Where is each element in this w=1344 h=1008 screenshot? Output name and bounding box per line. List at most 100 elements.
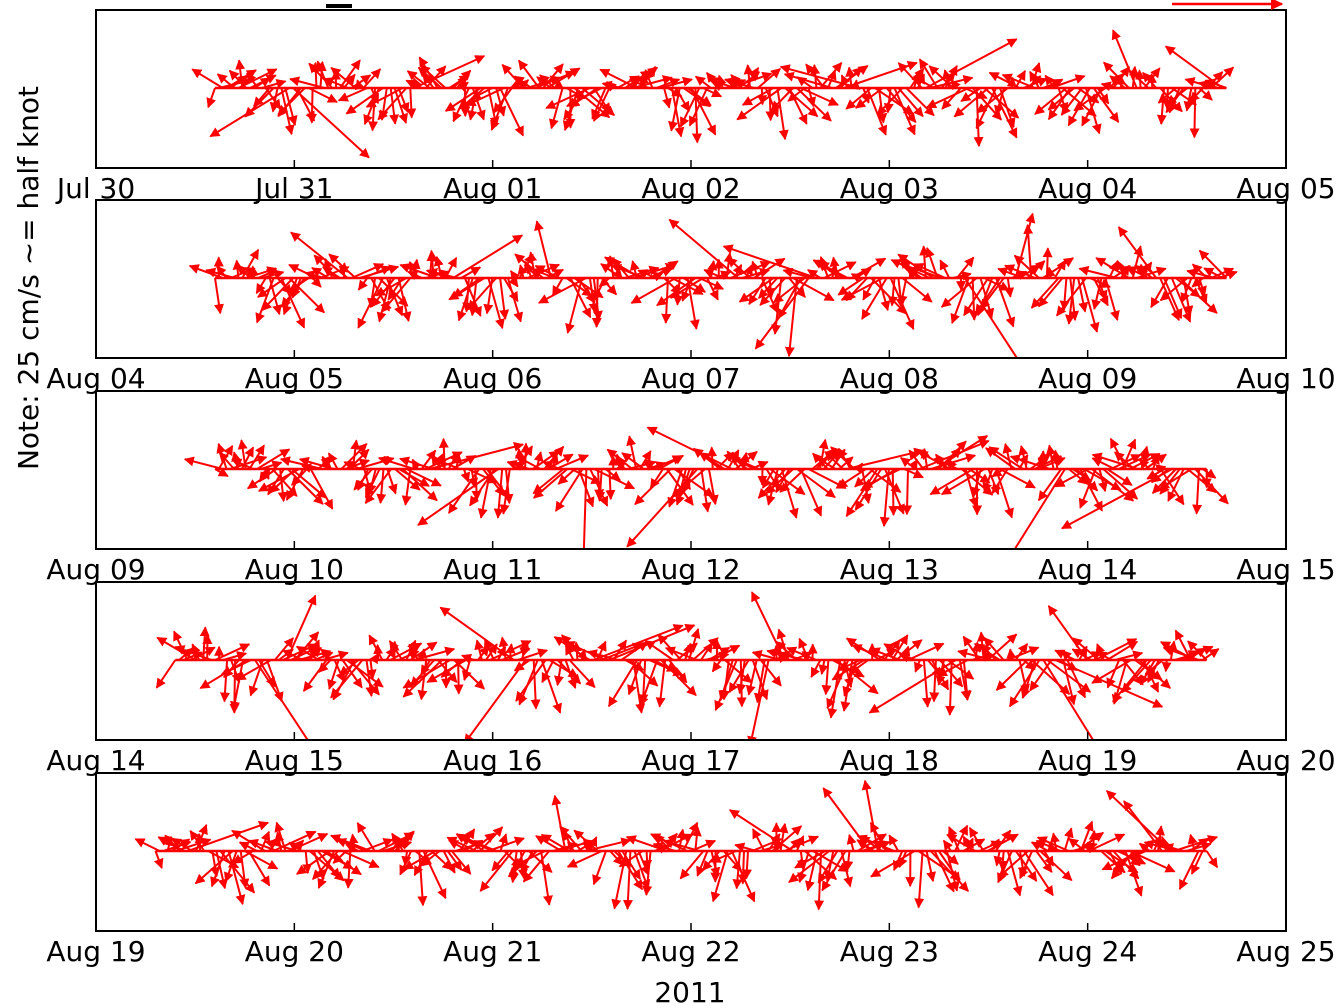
quiver-arrow xyxy=(257,269,278,279)
quiver-arrow xyxy=(991,468,1009,495)
quiver-arrow xyxy=(391,832,404,852)
quiver-arrow xyxy=(846,833,857,852)
quiver-arrow xyxy=(153,850,164,869)
quiver-arrow xyxy=(1039,850,1073,882)
quiver-arrow xyxy=(551,277,564,297)
quiver-arrow xyxy=(247,850,271,887)
quiver-arrow xyxy=(642,850,653,896)
quiver-arrow xyxy=(1112,659,1148,703)
quiver-arrow xyxy=(807,269,821,280)
quiver-arrow xyxy=(288,263,317,279)
quiver-arrow xyxy=(905,87,935,117)
quiver-arrow xyxy=(700,642,714,661)
quiver-arrow xyxy=(246,468,277,490)
quiver-arrow xyxy=(551,794,567,852)
quiver-arrow xyxy=(908,449,925,470)
quiver-arrow xyxy=(1156,87,1167,125)
quiver-arrow xyxy=(534,264,560,279)
quiver-arrow xyxy=(498,833,508,852)
quiver-arrow xyxy=(1045,266,1056,279)
quiver-arrow xyxy=(427,249,438,279)
quiver-arrow xyxy=(1106,659,1121,689)
quiver-arrow xyxy=(1084,87,1102,135)
quiver-arrow xyxy=(1166,87,1189,105)
quiver-arrow xyxy=(1091,659,1132,684)
quiver-arrow xyxy=(343,73,356,89)
quiver-arrow xyxy=(522,850,550,883)
quiver-arrow xyxy=(817,850,839,884)
panel-2-arrows xyxy=(188,212,1238,358)
quiver-arrow xyxy=(227,850,246,906)
quiver-arrow xyxy=(1105,790,1171,852)
quiver-arrow xyxy=(855,87,884,109)
quiver-arrow xyxy=(936,659,969,677)
quiver-arrow xyxy=(1096,651,1112,661)
quiver-arrow xyxy=(219,659,230,703)
quiver-arrow xyxy=(209,87,290,138)
quiver-arrow xyxy=(471,832,496,852)
quiver-arrow xyxy=(261,269,285,280)
panel-2: Aug 04 Aug 05 Aug 06 Aug 07 Aug 08 Aug 09 Aug … xyxy=(46,199,1336,395)
quiver-arrow xyxy=(795,835,805,852)
x-tick-label: Aug 19 xyxy=(1038,744,1137,777)
quiver-arrow xyxy=(1046,659,1092,693)
quiver-arrow xyxy=(1162,645,1200,661)
quiver-arrow xyxy=(194,850,234,885)
quiver-arrow xyxy=(573,829,599,852)
x-tick-label: Aug 14 xyxy=(46,744,145,777)
quiver-arrow xyxy=(1138,458,1150,470)
quiver-arrow xyxy=(961,659,972,701)
quiver-arrow xyxy=(453,659,464,695)
quiver-arrow xyxy=(824,850,835,882)
quiver-arrow xyxy=(356,822,376,852)
quiver-arrow xyxy=(269,87,280,113)
quiver-arrow xyxy=(357,277,369,291)
quiver-arrow xyxy=(851,257,887,279)
quiver-arrow xyxy=(891,634,909,661)
quiver-arrow xyxy=(989,838,1000,852)
quiver-arrow xyxy=(199,626,210,661)
quiver-arrow xyxy=(604,468,621,482)
quiver-arrow xyxy=(401,468,438,502)
quiver-arrow xyxy=(1043,850,1055,867)
quiver-arrow xyxy=(940,277,978,308)
quiver-arrow xyxy=(374,277,407,297)
quiver-arrow xyxy=(914,850,925,909)
quiver-arrow xyxy=(850,273,862,283)
quiver-arrow xyxy=(1106,640,1139,661)
quiver-arrow xyxy=(1095,257,1130,279)
quiver-arrow xyxy=(778,822,789,852)
quiver-arrow xyxy=(248,265,259,279)
quiver-arrow xyxy=(703,268,724,279)
quiver-arrow xyxy=(541,659,555,684)
quiver-arrow xyxy=(214,467,229,478)
quiver-arrow xyxy=(994,829,1012,852)
quiver-arrow xyxy=(307,87,318,124)
quiver-arrow xyxy=(812,259,849,279)
quiver-arrow xyxy=(694,75,712,89)
quiver-arrow xyxy=(258,468,300,492)
quiver-arrow xyxy=(1030,659,1071,695)
quiver-arrow xyxy=(255,277,267,295)
quiver-arrow xyxy=(952,271,972,281)
quiver-arrow xyxy=(1064,277,1076,325)
quiver-arrow xyxy=(205,267,235,279)
quiver-arrow xyxy=(330,69,341,89)
quiver-arrow xyxy=(474,639,485,661)
quiver-arrow xyxy=(417,468,499,526)
quiver-arrow xyxy=(1159,277,1189,302)
quiver-arrow xyxy=(461,653,475,664)
quiver-arrow xyxy=(735,458,760,470)
quiver-arrow xyxy=(292,87,370,159)
quiver-arrow xyxy=(995,468,1014,519)
quiver-arrow xyxy=(296,850,331,875)
quiver-arrow xyxy=(1091,452,1139,470)
quiver-arrow xyxy=(337,87,368,102)
quiver-arrow xyxy=(483,638,495,661)
quiver-arrow xyxy=(748,277,767,306)
quiver-arrow xyxy=(1009,454,1051,470)
quiver-arrow xyxy=(277,87,306,116)
quiver-arrow xyxy=(1004,264,1036,279)
quiver-arrow xyxy=(289,76,325,89)
quiver-arrow xyxy=(942,850,959,865)
